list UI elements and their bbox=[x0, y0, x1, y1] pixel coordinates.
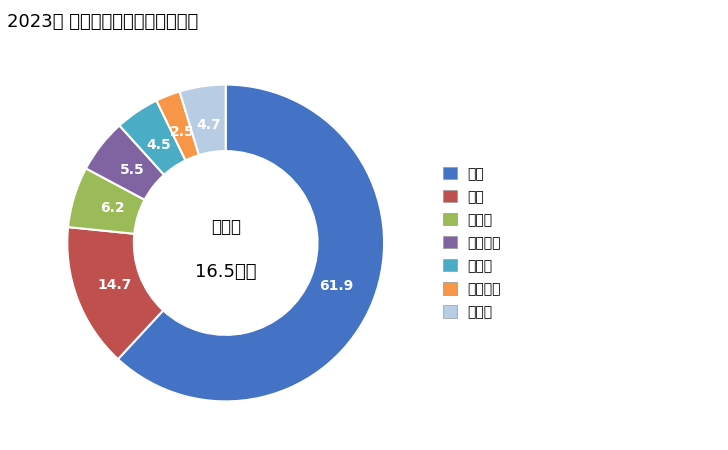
Text: 16.5億円: 16.5億円 bbox=[195, 262, 256, 280]
Wedge shape bbox=[157, 91, 199, 160]
Text: 14.7: 14.7 bbox=[98, 278, 132, 292]
Wedge shape bbox=[119, 100, 186, 175]
Text: 5.5: 5.5 bbox=[119, 163, 144, 177]
Wedge shape bbox=[67, 227, 163, 359]
Wedge shape bbox=[118, 85, 384, 401]
Wedge shape bbox=[68, 168, 145, 234]
Legend: 米国, 韓国, インド, エジプト, ドイツ, イタリア, その他: 米国, 韓国, インド, エジプト, ドイツ, イタリア, その他 bbox=[438, 163, 505, 323]
Text: 6.2: 6.2 bbox=[100, 202, 124, 216]
Text: 61.9: 61.9 bbox=[319, 279, 353, 293]
Text: 4.5: 4.5 bbox=[147, 138, 172, 152]
Text: 4.7: 4.7 bbox=[196, 118, 221, 132]
Text: 2023年 輸出相手国のシェア（％）: 2023年 輸出相手国のシェア（％） bbox=[7, 14, 199, 32]
Wedge shape bbox=[180, 85, 226, 155]
Wedge shape bbox=[86, 126, 164, 200]
Text: 2.5: 2.5 bbox=[170, 126, 194, 140]
Text: 総　額: 総 額 bbox=[210, 218, 241, 236]
